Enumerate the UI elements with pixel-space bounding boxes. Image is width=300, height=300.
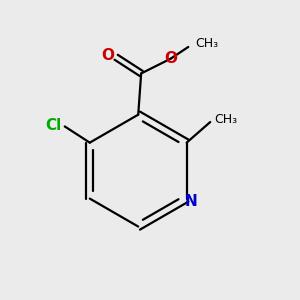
Text: O: O [102, 48, 115, 63]
Text: CH₃: CH₃ [196, 38, 219, 50]
Text: CH₃: CH₃ [214, 112, 238, 126]
Text: N: N [184, 194, 197, 209]
Text: Cl: Cl [46, 118, 62, 134]
Text: O: O [164, 51, 177, 66]
